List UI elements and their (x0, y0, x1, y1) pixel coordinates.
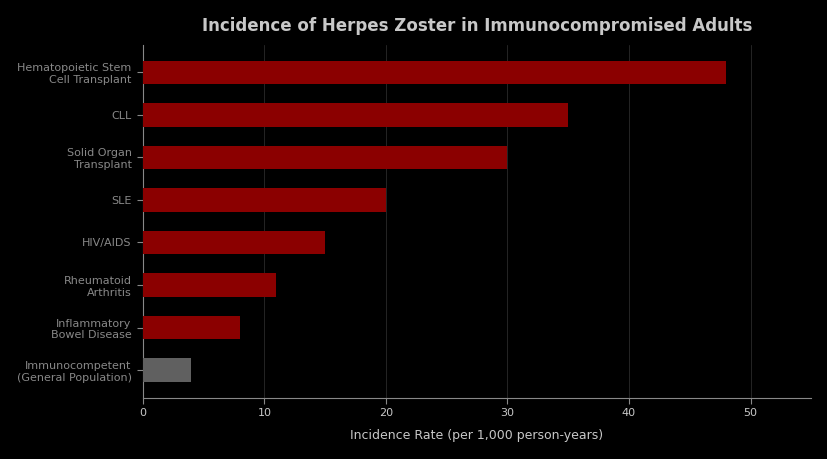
Bar (142, 146, 507, 169)
Bar (142, 231, 325, 254)
X-axis label: Incidence Rate (per 1,000 person-years): Incidence Rate (per 1,000 person-years) (350, 429, 603, 442)
Bar (142, 316, 240, 339)
Bar (142, 188, 385, 212)
Bar (142, 103, 567, 127)
Bar (142, 273, 276, 297)
Bar (142, 358, 191, 382)
Bar (142, 61, 725, 84)
Title: Incidence of Herpes Zoster in Immunocompromised Adults: Incidence of Herpes Zoster in Immunocomp… (202, 17, 752, 35)
